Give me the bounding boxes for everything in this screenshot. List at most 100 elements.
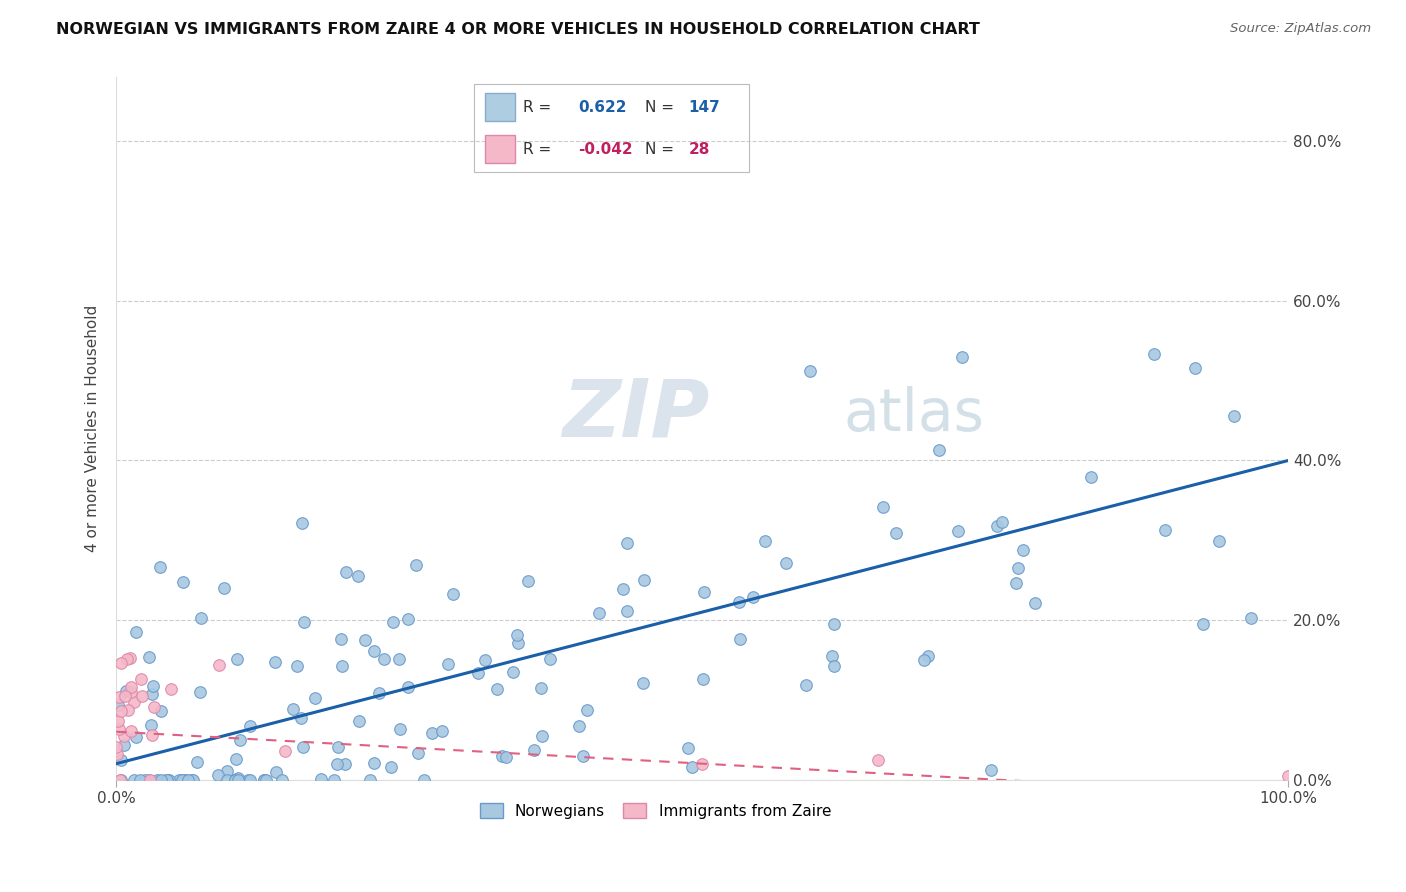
Point	[149, 560, 172, 574]
Point	[145, 772, 167, 787]
Point	[576, 703, 599, 717]
Point	[120, 680, 142, 694]
Point	[110, 772, 132, 787]
Point	[692, 756, 714, 771]
Point	[329, 632, 352, 646]
Point	[1143, 347, 1166, 361]
Point	[174, 772, 197, 787]
Point	[335, 566, 357, 580]
Point	[405, 558, 427, 572]
Point	[502, 665, 524, 679]
Point	[491, 749, 513, 764]
Point	[693, 584, 716, 599]
Point	[380, 760, 402, 774]
Point	[980, 763, 1002, 777]
Point	[150, 772, 173, 787]
Point	[506, 628, 529, 642]
Point	[110, 657, 132, 671]
Point	[207, 768, 229, 782]
Point	[388, 651, 411, 665]
Point	[254, 772, 277, 787]
Point	[799, 364, 821, 378]
Point	[359, 772, 381, 787]
Point	[486, 682, 509, 697]
Point	[325, 757, 347, 772]
Point	[150, 705, 173, 719]
Point	[1222, 409, 1244, 423]
Point	[291, 740, 314, 755]
Point	[420, 726, 443, 740]
Point	[741, 591, 763, 605]
Point	[332, 659, 354, 673]
Point	[354, 632, 377, 647]
Point	[253, 772, 276, 787]
Point	[917, 648, 939, 663]
Point	[382, 615, 405, 630]
Point	[122, 772, 145, 787]
Point	[292, 615, 315, 630]
Point	[335, 757, 357, 772]
Point	[285, 659, 308, 673]
Point	[131, 690, 153, 704]
Point	[572, 749, 595, 764]
Point	[172, 772, 194, 787]
Point	[120, 650, 142, 665]
Point	[124, 695, 146, 709]
Point	[172, 772, 194, 787]
Point	[1153, 523, 1175, 537]
Point	[138, 772, 160, 787]
Point	[823, 617, 845, 632]
Point	[1208, 534, 1230, 549]
Point	[177, 772, 200, 787]
Point	[309, 772, 332, 787]
Point	[474, 653, 496, 667]
Point	[225, 752, 247, 766]
Point	[633, 573, 655, 587]
Point	[928, 443, 950, 458]
Point	[120, 685, 142, 699]
Point	[143, 700, 166, 714]
Point	[239, 719, 262, 733]
Point	[616, 535, 638, 549]
Point	[110, 704, 132, 718]
Point	[912, 653, 935, 667]
Point	[120, 723, 142, 738]
Point	[506, 636, 529, 650]
Point	[631, 676, 654, 690]
Point	[253, 772, 276, 787]
Point	[239, 772, 262, 787]
Point	[304, 690, 326, 705]
Point	[228, 732, 250, 747]
Point	[167, 772, 190, 787]
Point	[107, 690, 129, 704]
Point	[226, 772, 249, 787]
Point	[946, 524, 969, 538]
Point	[986, 518, 1008, 533]
Point	[530, 729, 553, 743]
Point	[139, 718, 162, 732]
Point	[159, 682, 181, 697]
Point	[568, 719, 591, 733]
Point	[138, 649, 160, 664]
Point	[692, 672, 714, 686]
Point	[467, 666, 489, 681]
Point	[676, 741, 699, 756]
Point	[349, 714, 371, 728]
Point	[1080, 470, 1102, 484]
Point	[107, 698, 129, 712]
Point	[125, 730, 148, 744]
Point	[108, 772, 131, 787]
Point	[396, 680, 419, 694]
Point	[328, 740, 350, 755]
Point	[117, 703, 139, 717]
Point	[105, 747, 128, 761]
Text: ZIP: ZIP	[561, 376, 709, 453]
Text: NORWEGIAN VS IMMIGRANTS FROM ZAIRE 4 OR MORE VEHICLES IN HOUSEHOLD CORRELATION C: NORWEGIAN VS IMMIGRANTS FROM ZAIRE 4 OR …	[56, 22, 980, 37]
Text: atlas: atlas	[844, 386, 984, 443]
Point	[398, 611, 420, 625]
Point	[112, 738, 135, 752]
Point	[114, 689, 136, 703]
Point	[172, 575, 194, 590]
Point	[950, 351, 973, 365]
Point	[1007, 561, 1029, 575]
